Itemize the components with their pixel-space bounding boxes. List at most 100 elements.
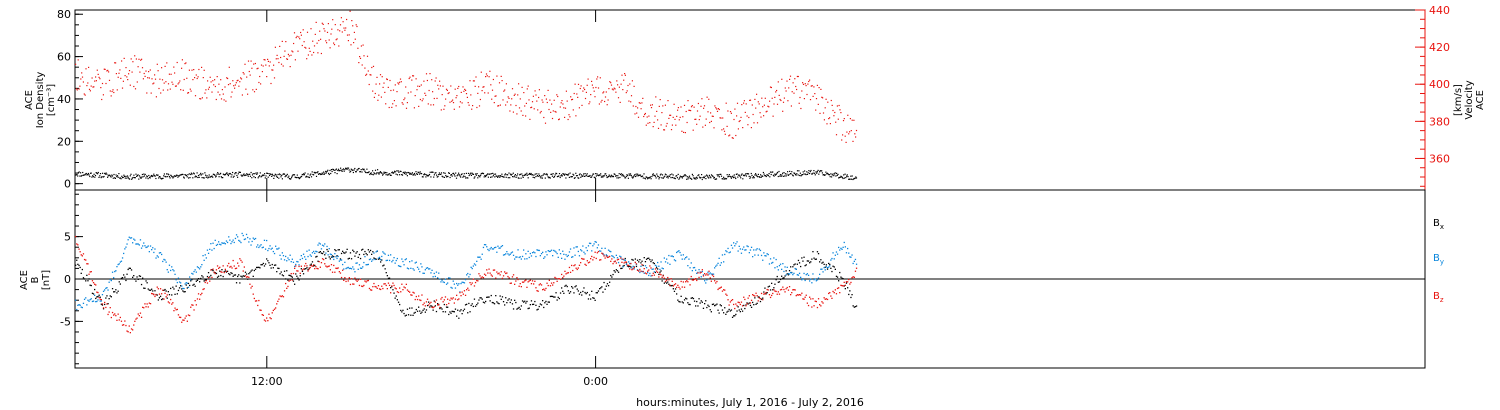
- density-point: [820, 170, 822, 172]
- bz-point: [574, 264, 576, 266]
- bx-point: [415, 308, 417, 311]
- bz-point: [115, 315, 117, 317]
- velocity-point: [744, 111, 746, 113]
- by-point: [743, 246, 745, 248]
- density-point: [713, 176, 715, 179]
- velocity-point: [380, 96, 382, 98]
- density-point: [199, 174, 201, 176]
- density-point: [276, 176, 278, 178]
- density-point: [683, 174, 686, 176]
- bz-point: [777, 291, 779, 293]
- velocity-point: [806, 93, 808, 96]
- bx-point: [495, 295, 497, 297]
- bx-point: [757, 296, 759, 298]
- by-point: [729, 251, 731, 253]
- density-point: [183, 177, 185, 179]
- density-point: [682, 175, 684, 178]
- density-point: [762, 175, 764, 177]
- bx-point: [186, 287, 188, 289]
- density-point: [814, 172, 816, 174]
- by-point: [373, 252, 375, 254]
- velocity-point: [375, 83, 377, 85]
- bx-point: [781, 275, 783, 277]
- bz-point: [813, 305, 815, 307]
- bz-point: [268, 313, 270, 315]
- velocity-point: [434, 80, 436, 82]
- bx-point: [540, 304, 543, 306]
- density-point: [838, 177, 840, 179]
- by-point: [203, 259, 205, 261]
- by-point: [529, 252, 531, 255]
- bz-point: [599, 259, 601, 261]
- by-point: [382, 251, 384, 253]
- density-point: [633, 175, 635, 177]
- bz-point: [364, 280, 366, 282]
- density-point: [333, 169, 335, 171]
- bz-point: [853, 276, 855, 278]
- bz-point: [152, 293, 154, 295]
- density-point: [399, 170, 401, 172]
- velocity-point: [331, 28, 333, 30]
- by-point: [798, 272, 801, 274]
- bz-point: [353, 283, 355, 285]
- velocity-point: [83, 93, 85, 95]
- legend-bz: Bz: [1433, 291, 1444, 304]
- density-point: [356, 169, 358, 171]
- by-point: [567, 254, 569, 257]
- density-point: [404, 171, 406, 173]
- by-point: [113, 277, 115, 279]
- by-point: [539, 255, 541, 257]
- density-point: [681, 177, 683, 179]
- velocity-point: [606, 104, 608, 106]
- bz-point: [136, 317, 138, 319]
- density-point: [83, 174, 85, 176]
- density-point: [525, 174, 527, 176]
- density-point: [461, 173, 463, 175]
- bx-point: [822, 261, 824, 263]
- velocity-point: [425, 94, 427, 96]
- bz-point: [756, 295, 758, 297]
- density-point: [290, 178, 292, 180]
- bz-point: [399, 287, 401, 289]
- by-point: [273, 252, 276, 255]
- density-point: [838, 176, 840, 179]
- by-point: [226, 241, 229, 244]
- velocity-point: [179, 80, 181, 82]
- by-point: [200, 266, 202, 268]
- by-point: [831, 257, 833, 260]
- density-point: [171, 176, 173, 178]
- bx-point: [159, 295, 162, 297]
- bx-point: [514, 299, 516, 301]
- velocity-point: [717, 108, 719, 110]
- bx-point: [678, 300, 680, 303]
- bx-point: [439, 307, 441, 310]
- bz-point: [549, 285, 552, 287]
- bz-point: [454, 298, 457, 300]
- density-point: [310, 173, 312, 175]
- bx-point: [709, 309, 711, 311]
- bx-point: [535, 304, 537, 306]
- bx-point: [94, 288, 96, 291]
- by-point: [842, 246, 844, 248]
- density-point: [771, 171, 773, 173]
- by-point: [693, 266, 696, 269]
- velocity-point: [810, 85, 812, 87]
- bx-point: [218, 275, 220, 277]
- bz-point: [229, 266, 231, 268]
- bx-point: [635, 265, 638, 268]
- density-point: [727, 176, 729, 178]
- density-point: [735, 173, 737, 175]
- bx-point: [361, 249, 363, 251]
- bz-point: [211, 276, 213, 279]
- by-point: [299, 258, 301, 261]
- density-point: [298, 177, 300, 179]
- by-point: [223, 242, 225, 244]
- bz-point: [449, 299, 451, 301]
- density-point: [709, 176, 711, 178]
- density-point: [583, 173, 585, 175]
- density-point: [809, 172, 811, 175]
- by-point: [762, 259, 764, 261]
- bz-point: [365, 281, 367, 283]
- bx-point: [170, 287, 172, 290]
- by-point: [100, 300, 102, 302]
